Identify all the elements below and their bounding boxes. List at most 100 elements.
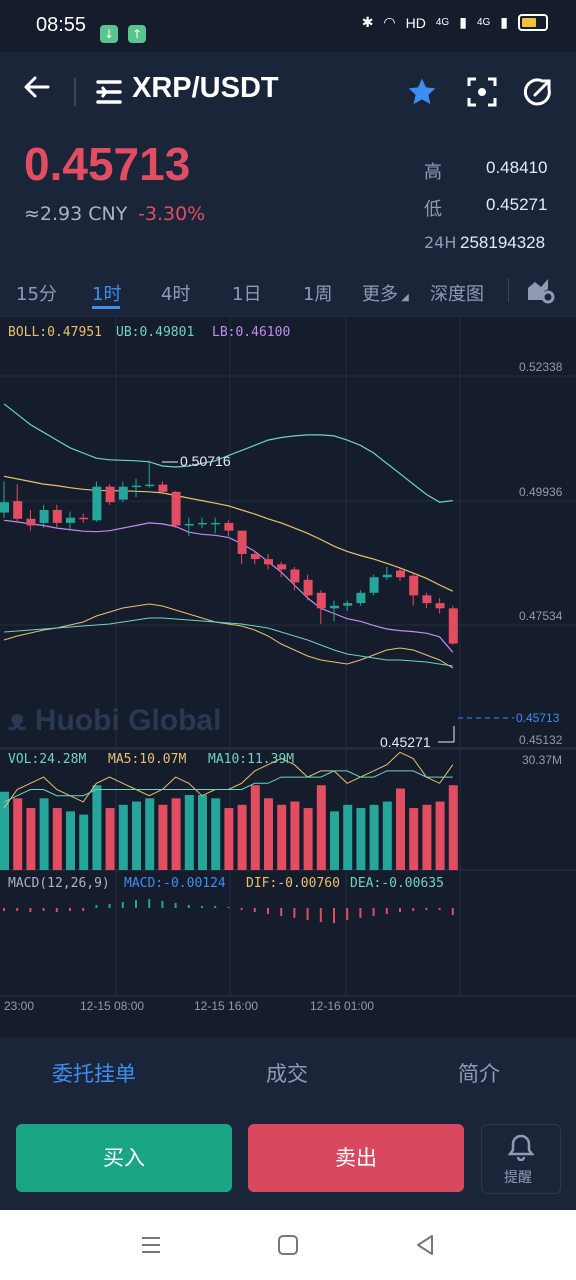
star-icon	[408, 78, 436, 105]
candle-body	[79, 517, 89, 520]
macd-histogram-bar	[29, 908, 32, 912]
huobi-logo-icon: ᴥ	[8, 704, 35, 737]
favorite-button[interactable]	[406, 76, 438, 112]
low-value: 0.45271	[486, 195, 548, 214]
kline-svg	[0, 316, 576, 997]
tab-depth[interactable]: 深度图	[430, 284, 484, 305]
macd-histogram-bar	[399, 908, 401, 912]
macd-histogram-bar	[3, 908, 5, 911]
macd-histogram-bar	[161, 901, 164, 908]
candle-body	[105, 486, 115, 503]
boll-middle-band	[3, 475, 454, 592]
back-nav-icon[interactable]	[414, 1234, 436, 1256]
macd-histogram-bar	[438, 908, 441, 910]
tab-1h[interactable]: 1时	[92, 284, 122, 305]
tab-15m[interactable]: 15分	[16, 284, 57, 305]
tab-intro[interactable]: 简介	[458, 1062, 500, 1086]
macd-histogram-bar	[412, 908, 415, 911]
pair-title[interactable]: XRP/USDT	[132, 72, 279, 104]
candle-body	[277, 564, 287, 570]
macd-histogram-bar	[148, 899, 151, 908]
signal-label-1: 4G	[435, 17, 450, 28]
tab-more[interactable]: 更多 ◢	[362, 280, 409, 306]
time-label-3: 12-15 16:00	[194, 999, 259, 1013]
macd-histogram-bar	[267, 908, 269, 914]
macd-histogram-bar	[201, 906, 203, 908]
volume-bar	[145, 798, 155, 870]
price-tick-1: 0.52338	[519, 360, 563, 374]
volume-bar	[118, 804, 128, 870]
candle-body	[290, 569, 300, 583]
price-tick-4: 0.45132	[519, 733, 563, 747]
volume-bar	[356, 808, 366, 870]
volume-bar	[66, 811, 75, 870]
volume-bar	[303, 808, 313, 870]
volume-bar	[26, 808, 36, 870]
volume-axis-max: 30.37M	[522, 753, 563, 767]
candle-body	[435, 603, 445, 609]
candle-body	[264, 559, 273, 565]
tab-4h[interactable]: 4时	[161, 284, 191, 305]
volume-bar	[250, 785, 260, 870]
candle-body	[132, 485, 141, 488]
macd-histogram-bar	[333, 908, 335, 923]
time-label-4: 12-16 01:00	[310, 999, 375, 1013]
candle-body	[330, 605, 339, 609]
volume-bar	[435, 801, 445, 870]
buy-button[interactable]: 买入	[16, 1124, 232, 1192]
screenshot-button[interactable]	[466, 76, 498, 112]
volume-bar	[396, 788, 405, 870]
wifi-icon: ◠	[383, 14, 396, 30]
volume-bar	[422, 804, 432, 870]
candle-body	[92, 486, 102, 521]
system-nav-bar	[0, 1210, 576, 1280]
macd-histogram-bar	[187, 905, 190, 908]
sell-button[interactable]: 卖出	[248, 1124, 464, 1192]
tab-1d[interactable]: 1日	[232, 284, 262, 305]
back-button[interactable]	[22, 72, 52, 110]
ma10-line	[3, 770, 453, 803]
alert-button[interactable]: 提醒	[481, 1124, 561, 1194]
macd-histogram-bar	[425, 908, 428, 910]
menu-nav-icon[interactable]	[140, 1234, 162, 1256]
signal-label-2: 4G	[476, 17, 491, 28]
scan-icon	[467, 77, 497, 107]
macd-histogram-bar	[108, 904, 111, 908]
candle-body	[145, 484, 155, 487]
macd-histogram-bar	[121, 902, 124, 908]
status-time: 08:55	[36, 14, 87, 36]
pair-menu-button[interactable]	[96, 78, 126, 110]
active-tab-indicator	[92, 306, 120, 309]
macd-histogram-bar	[372, 908, 375, 916]
share-icon	[523, 78, 551, 106]
volume-bar	[52, 808, 62, 870]
candle-body	[303, 579, 313, 596]
caret-down-icon: ◢	[398, 292, 409, 303]
dif-line	[3, 603, 454, 669]
tab-1w[interactable]: 1周	[303, 284, 333, 305]
home-nav-icon[interactable]	[277, 1234, 299, 1256]
volume-bar	[382, 801, 392, 870]
volume-bar	[409, 808, 419, 870]
kline-chart[interactable]: BOLL:0.47951 UB:0.49801 LB:0.46100 0.523…	[0, 316, 576, 1024]
tab-open-orders[interactable]: 委托挂单	[52, 1062, 136, 1086]
candle-body	[198, 522, 207, 525]
macd-histogram-bar	[82, 908, 85, 911]
candle-body	[396, 570, 405, 578]
lb-value: LB:0.46100	[212, 325, 291, 340]
high-label: 高	[424, 162, 442, 183]
macd-histogram-bar	[280, 908, 283, 916]
bluetooth-icon: ✱	[361, 14, 374, 30]
volume-bar	[132, 801, 141, 870]
chart-settings-button[interactable]	[526, 276, 556, 308]
volume-bar	[369, 804, 379, 870]
dea-value: DEA:-0.00635	[350, 876, 444, 891]
signal-icon: ▮	[459, 14, 467, 30]
cny-price: ≈2.93 CNY	[24, 203, 128, 225]
share-button[interactable]	[522, 76, 554, 112]
list-icon	[96, 80, 122, 104]
tab-trades[interactable]: 成交	[266, 1062, 308, 1086]
candle-body	[158, 484, 168, 492]
macd-histogram-bar	[240, 908, 243, 910]
boll-value: BOLL:0.47951	[8, 325, 102, 340]
